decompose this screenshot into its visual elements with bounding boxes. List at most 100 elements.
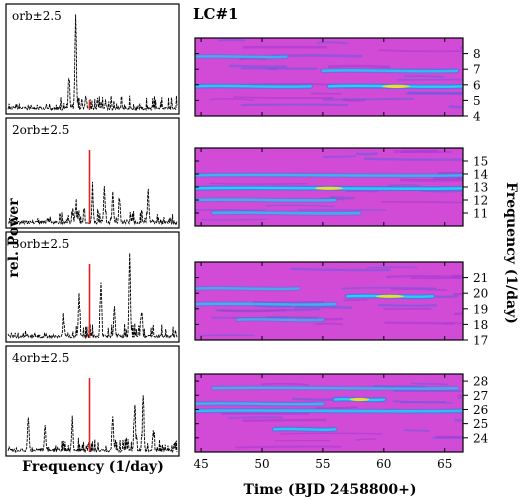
left-x-axis-label: Frequency (1/day) <box>22 459 164 475</box>
periodogram-frame <box>5 231 180 343</box>
spectrum-texture <box>317 41 349 45</box>
spectrum-peak <box>315 186 343 190</box>
spectrum-texture <box>209 182 308 185</box>
time-tick-label: 55 <box>315 457 330 471</box>
spectrum-texture <box>458 410 463 412</box>
spectrum-texture <box>201 218 268 221</box>
spectrum-texture <box>403 429 430 432</box>
frequency-tick-label: 4 <box>473 110 481 124</box>
spectrum-texture <box>366 266 418 269</box>
frequency-tick-label: 26 <box>473 403 488 417</box>
periodogram-label: orb±2.5 <box>12 9 62 23</box>
time-tick-label: 45 <box>193 457 208 471</box>
periodogram-panel: 4orb±2.5 <box>5 345 180 457</box>
spectrum-texture <box>397 78 463 81</box>
spectrum-texture <box>341 286 437 290</box>
periodogram-curve <box>7 253 178 340</box>
spectrum-texture <box>228 416 283 419</box>
spectrum-ridge <box>212 386 459 390</box>
spectrum-texture <box>410 382 448 386</box>
spectrum-texture <box>457 396 463 400</box>
spectrum-texture <box>410 277 463 280</box>
spectrum-ridge <box>236 318 325 322</box>
periodogram-label: 3orb±2.5 <box>12 237 69 251</box>
periodogram-curve <box>8 181 178 226</box>
frequency-tick-label: 17 <box>473 334 488 348</box>
frequency-tick-label: 25 <box>473 417 488 431</box>
spectrum-texture <box>384 321 455 325</box>
spectrum-texture <box>322 155 357 158</box>
spectrum-peak <box>375 294 404 298</box>
spectrum-texture <box>329 196 355 200</box>
periodogram-panel: 3orb±2.5 <box>5 231 180 343</box>
spectrum-texture <box>459 46 463 50</box>
spectrum-texture <box>356 152 378 156</box>
spectrum-texture <box>241 67 279 71</box>
frequency-tick-label: 6 <box>473 78 481 92</box>
frequency-tick-label: 7 <box>473 63 481 77</box>
frequency-tick-label: 28 <box>473 375 488 389</box>
time-tick-label: 50 <box>254 457 269 471</box>
periodogram-frame <box>5 345 180 457</box>
spectrum-texture <box>253 303 292 308</box>
frequency-tick-label: 20 <box>473 287 488 301</box>
spectrum-texture <box>310 92 342 95</box>
spectrum-ridge <box>195 302 337 306</box>
spectrum-texture <box>327 64 391 69</box>
frequency-tick-label: 5 <box>473 94 481 108</box>
spectrum-texture <box>380 200 463 204</box>
spectrum-texture <box>294 305 352 310</box>
chart-title: LC#1 <box>193 5 239 23</box>
spectrum-texture <box>265 204 335 208</box>
spectrum-texture <box>315 322 344 326</box>
spectrum-texture <box>403 75 444 78</box>
periodogram-label: 4orb±2.5 <box>12 351 69 365</box>
right-y-axis-label: Frequency (1/day) <box>503 182 519 324</box>
right-x-axis-label: Time (BJD 2458800+) <box>244 482 417 498</box>
spectrum-texture <box>228 64 287 68</box>
frequency-tick-label: 15 <box>473 155 488 169</box>
frequency-tick-label: 12 <box>473 194 488 208</box>
spectrum-ridge <box>321 69 459 73</box>
time-axis: 45 50 55 60 65 <box>193 457 452 471</box>
spectrum-texture <box>378 49 463 53</box>
spectrum-texture <box>261 382 309 386</box>
frequency-tick-label: 18 <box>473 318 488 332</box>
spectrum-texture <box>355 438 376 441</box>
spectrum-ridge <box>195 198 337 202</box>
spectrum-ridge <box>195 402 325 406</box>
periodogram-label: 2orb±2.5 <box>12 123 69 137</box>
spectrum-texture <box>240 103 348 107</box>
spectrum-texture <box>318 197 345 201</box>
spectrum-texture <box>435 294 459 299</box>
frequency-tick-label: 19 <box>473 302 488 316</box>
spectrum-ridge <box>195 55 288 59</box>
time-tick-label: 65 <box>437 457 452 471</box>
frequency-tick-label: 24 <box>473 431 489 445</box>
spectrum-texture <box>233 96 334 100</box>
dynamic-spectrum-panel: 4 5 67 8 <box>194 37 481 124</box>
frequency-tick-label: 14 <box>473 168 489 182</box>
spectrum-texture <box>242 418 327 422</box>
spectrum-ridge <box>195 173 463 177</box>
spectrum-texture <box>377 303 437 307</box>
time-tick-label: 60 <box>376 457 391 471</box>
spectrum-texture <box>388 184 421 187</box>
spectrum-texture <box>290 267 391 272</box>
periodogram-frame <box>5 3 180 115</box>
periodogram-curve <box>7 395 178 454</box>
spectrum-texture <box>280 432 383 435</box>
spectrum-ridge <box>195 409 463 413</box>
spectrum-ridge <box>272 427 337 431</box>
spectrum-texture <box>210 98 254 102</box>
spectrum-ridge <box>195 84 312 88</box>
spectrum-texture <box>433 176 463 180</box>
spectrum-ridge <box>195 286 300 291</box>
frequency-tick-label: 21 <box>473 271 488 285</box>
frequency-tick-label: 11 <box>473 207 488 221</box>
spectrum-texture <box>239 57 267 61</box>
